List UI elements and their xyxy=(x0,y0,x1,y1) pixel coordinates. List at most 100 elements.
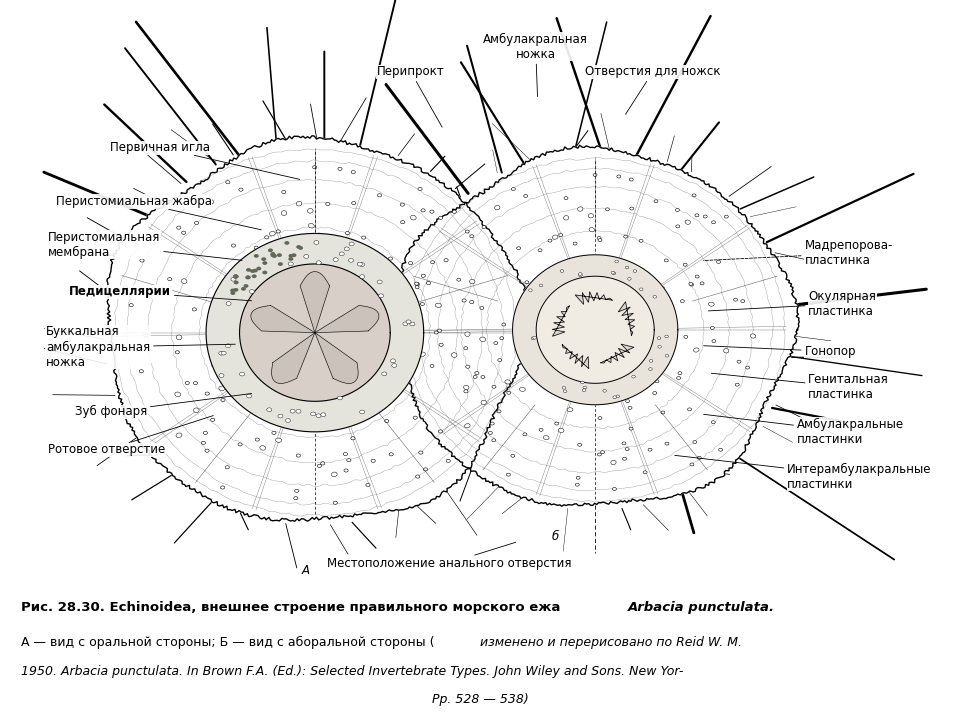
Ellipse shape xyxy=(451,353,457,357)
Circle shape xyxy=(373,384,378,387)
Circle shape xyxy=(389,257,393,260)
Text: Интерамбулакральные
пластинки: Интерамбулакральные пластинки xyxy=(675,455,932,491)
Circle shape xyxy=(351,202,356,204)
Circle shape xyxy=(612,271,614,274)
Circle shape xyxy=(338,167,342,171)
Circle shape xyxy=(434,331,438,334)
Circle shape xyxy=(634,270,636,272)
Circle shape xyxy=(512,187,516,191)
Circle shape xyxy=(258,381,263,384)
Circle shape xyxy=(533,336,537,339)
Circle shape xyxy=(572,397,576,400)
Circle shape xyxy=(649,368,652,370)
Ellipse shape xyxy=(435,303,442,307)
Circle shape xyxy=(559,233,563,236)
Circle shape xyxy=(498,359,502,361)
Circle shape xyxy=(647,299,651,302)
Circle shape xyxy=(523,433,527,436)
Circle shape xyxy=(581,381,585,384)
Circle shape xyxy=(292,239,296,242)
Circle shape xyxy=(464,390,468,393)
Circle shape xyxy=(181,231,185,234)
Polygon shape xyxy=(315,333,358,384)
Circle shape xyxy=(653,295,657,298)
Circle shape xyxy=(444,258,448,261)
Circle shape xyxy=(255,438,259,441)
Circle shape xyxy=(457,278,461,282)
Text: Буккальная
амбулакральная
ножка: Буккальная амбулакральная ножка xyxy=(46,325,235,369)
Circle shape xyxy=(491,422,494,425)
Circle shape xyxy=(378,386,383,390)
Ellipse shape xyxy=(519,387,525,392)
Text: Перистомиальная
мембрана: Перистомиальная мембрана xyxy=(48,230,242,261)
Circle shape xyxy=(233,275,238,279)
Circle shape xyxy=(493,341,498,345)
Ellipse shape xyxy=(505,380,511,384)
Circle shape xyxy=(616,395,619,397)
Circle shape xyxy=(226,344,230,348)
Circle shape xyxy=(332,405,337,409)
Circle shape xyxy=(415,282,419,285)
Circle shape xyxy=(317,233,321,236)
Circle shape xyxy=(466,365,470,369)
Circle shape xyxy=(360,410,365,414)
Ellipse shape xyxy=(411,215,417,220)
Circle shape xyxy=(289,254,294,258)
Circle shape xyxy=(597,237,601,240)
Circle shape xyxy=(622,442,626,445)
Circle shape xyxy=(693,441,697,444)
Circle shape xyxy=(144,334,148,337)
Circle shape xyxy=(253,254,259,258)
Circle shape xyxy=(629,427,633,430)
Circle shape xyxy=(700,282,704,285)
Circle shape xyxy=(612,385,616,388)
Circle shape xyxy=(409,338,414,342)
Circle shape xyxy=(295,490,299,492)
Circle shape xyxy=(529,289,532,292)
Circle shape xyxy=(346,232,349,235)
Circle shape xyxy=(392,364,396,367)
Circle shape xyxy=(606,208,610,211)
Circle shape xyxy=(704,215,708,218)
Circle shape xyxy=(665,442,669,445)
Circle shape xyxy=(625,377,630,380)
Ellipse shape xyxy=(176,433,182,438)
Circle shape xyxy=(405,300,410,304)
Ellipse shape xyxy=(208,199,214,204)
Circle shape xyxy=(612,396,616,399)
Polygon shape xyxy=(240,264,390,401)
Circle shape xyxy=(615,389,619,392)
Circle shape xyxy=(246,268,252,271)
Circle shape xyxy=(348,408,351,410)
Circle shape xyxy=(262,271,267,274)
Circle shape xyxy=(625,266,629,269)
Circle shape xyxy=(598,238,602,242)
Circle shape xyxy=(231,277,236,281)
Circle shape xyxy=(318,235,322,238)
Circle shape xyxy=(507,391,511,395)
Circle shape xyxy=(489,431,492,434)
Circle shape xyxy=(333,392,338,395)
Circle shape xyxy=(276,230,280,233)
Circle shape xyxy=(221,486,225,489)
Circle shape xyxy=(439,216,443,220)
Ellipse shape xyxy=(340,261,346,266)
Ellipse shape xyxy=(619,263,624,267)
Circle shape xyxy=(401,382,406,386)
Circle shape xyxy=(345,247,349,251)
Circle shape xyxy=(561,270,564,272)
Circle shape xyxy=(295,401,299,404)
Circle shape xyxy=(648,449,652,451)
Circle shape xyxy=(357,262,362,266)
Circle shape xyxy=(400,203,404,206)
Circle shape xyxy=(628,277,631,280)
Circle shape xyxy=(252,274,256,278)
Circle shape xyxy=(360,263,365,266)
Circle shape xyxy=(555,422,559,425)
Text: Окулярная
пластинка: Окулярная пластинка xyxy=(708,290,876,318)
Circle shape xyxy=(661,333,666,336)
Circle shape xyxy=(211,364,215,366)
Circle shape xyxy=(710,326,714,329)
Circle shape xyxy=(347,384,351,387)
Circle shape xyxy=(311,412,316,416)
